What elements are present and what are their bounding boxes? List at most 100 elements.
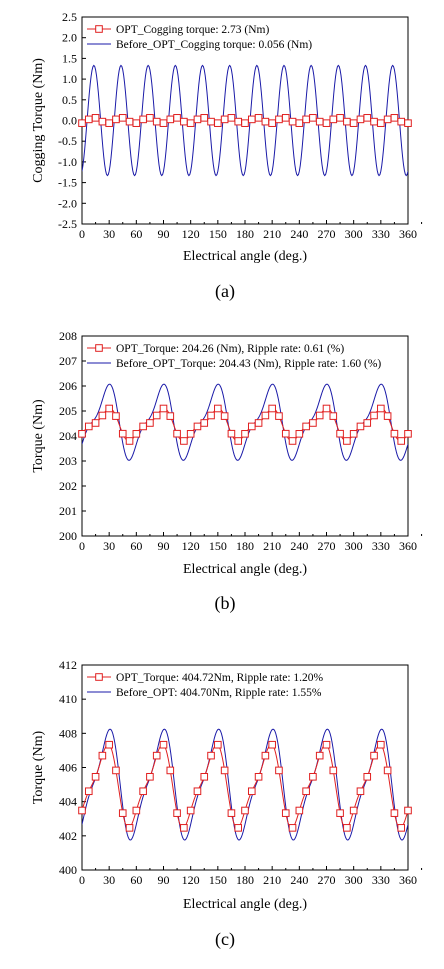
series-line-opt: [82, 743, 408, 829]
data-point: [112, 412, 120, 420]
data-point: [343, 437, 351, 445]
y-tick-label: -1.5: [58, 176, 77, 190]
data-point: [261, 751, 270, 760]
x-tick-label: 90: [158, 227, 170, 241]
data-point: [275, 766, 283, 775]
y-axis-label: Torque (Nm): [31, 399, 46, 473]
data-point: [227, 809, 236, 817]
x-axis-label: Electrical angle (deg.): [183, 897, 307, 912]
data-point: [91, 772, 100, 781]
data-point: [193, 787, 202, 796]
data-point: [146, 772, 154, 781]
y-tick-label: 205: [59, 404, 77, 418]
data-point: [315, 117, 324, 126]
x-tick-label: 150: [209, 539, 227, 553]
data-point: [295, 806, 304, 815]
data-point: [309, 114, 317, 122]
data-point: [336, 114, 344, 122]
data-point: [329, 412, 338, 420]
data-point: [84, 115, 93, 124]
y-tick-label: 406: [59, 761, 77, 775]
x-tick-label: 300: [345, 227, 363, 241]
data-point: [315, 751, 324, 760]
y-tick-label: 1.0: [62, 72, 77, 86]
data-point: [370, 411, 378, 420]
data-point: [261, 411, 270, 420]
x-tick-label: 180: [236, 873, 254, 887]
x-tick-label: 270: [318, 873, 336, 887]
data-point: [363, 419, 372, 427]
data-point: [302, 422, 310, 431]
data-point: [207, 117, 215, 126]
data-point: [186, 806, 195, 815]
data-point: [288, 824, 297, 832]
data-point: [383, 412, 392, 420]
data-point: [288, 117, 297, 126]
x-tick-label: 0: [79, 227, 85, 241]
chart-1: 0 30 60 90 120 150 180 210 240 270 300 330 360 2.5 2.0…: [31, 10, 423, 302]
data-point: [166, 766, 175, 775]
data-point: [125, 117, 134, 126]
panel-label: (c): [215, 929, 235, 950]
data-point: [261, 117, 270, 126]
data-point: [159, 119, 168, 127]
legend-entry: OPT_Torque: 204.26 (Nm), Ripple rate: 0.…: [116, 343, 344, 355]
data-point: [98, 117, 107, 126]
x-tick-label: 300: [345, 873, 363, 887]
x-tick-label: 0: [79, 539, 85, 553]
data-point: [166, 115, 175, 124]
y-tick-label: 200: [59, 529, 77, 543]
data-point: [91, 114, 100, 122]
y-tick-label: 404: [59, 795, 77, 809]
y-tick-label: 408: [59, 726, 77, 740]
y-tick-label: -2.0: [58, 196, 77, 210]
legend-marker: [95, 344, 103, 352]
data-point: [370, 751, 378, 760]
data-point: [152, 411, 161, 420]
data-point: [390, 429, 399, 438]
y-tick-label: 0.0: [62, 114, 77, 128]
data-point: [234, 824, 243, 832]
y-tick-label: 0.5: [62, 93, 77, 107]
data-point: [186, 430, 195, 438]
y-tick-label: 2.5: [62, 10, 77, 24]
data-point: [254, 114, 263, 122]
data-point: [254, 772, 263, 781]
data-point: [322, 404, 331, 413]
panel-label: (a): [215, 281, 235, 302]
data-point: [404, 119, 412, 127]
legend-entry: Before_OPT: 404.70Nm, Ripple rate: 1.55%: [116, 687, 322, 699]
data-point: [336, 429, 344, 438]
data-point: [200, 772, 209, 781]
data-point: [281, 809, 290, 817]
data-point: [193, 115, 202, 124]
data-point: [356, 422, 365, 431]
y-tick-label: 208: [59, 329, 77, 343]
data-point: [390, 809, 399, 817]
data-point: [186, 119, 195, 127]
y-tick-label: 207: [59, 354, 77, 368]
data-point: [247, 787, 256, 796]
data-point: [220, 115, 229, 124]
x-tick-label: 330: [372, 873, 390, 887]
y-tick-label: 412: [59, 658, 77, 672]
data-point: [200, 419, 209, 427]
x-tick-label: 210: [263, 873, 281, 887]
y-axis-label: Cogging Torque (Nm): [31, 58, 46, 183]
y-tick-label: -0.5: [58, 134, 77, 148]
x-tick-label: 150: [209, 873, 227, 887]
x-tick-label: 30: [103, 873, 115, 887]
legend-entry: OPT_Torque: 404.72Nm, Ripple rate: 1.20%: [116, 672, 324, 684]
data-point: [78, 806, 86, 815]
data-point: [139, 115, 147, 124]
data-point: [180, 437, 188, 445]
x-axis-label: Electrical angle (deg.): [183, 249, 307, 264]
y-tick-label: 410: [59, 692, 77, 706]
y-axis-label: Torque (Nm): [31, 731, 46, 805]
data-point: [302, 787, 310, 796]
x-tick-label: 270: [318, 539, 336, 553]
data-point: [295, 430, 304, 438]
x-tick-label: 330: [372, 539, 390, 553]
x-tick-label: 180: [236, 539, 254, 553]
data-point: [383, 115, 392, 124]
